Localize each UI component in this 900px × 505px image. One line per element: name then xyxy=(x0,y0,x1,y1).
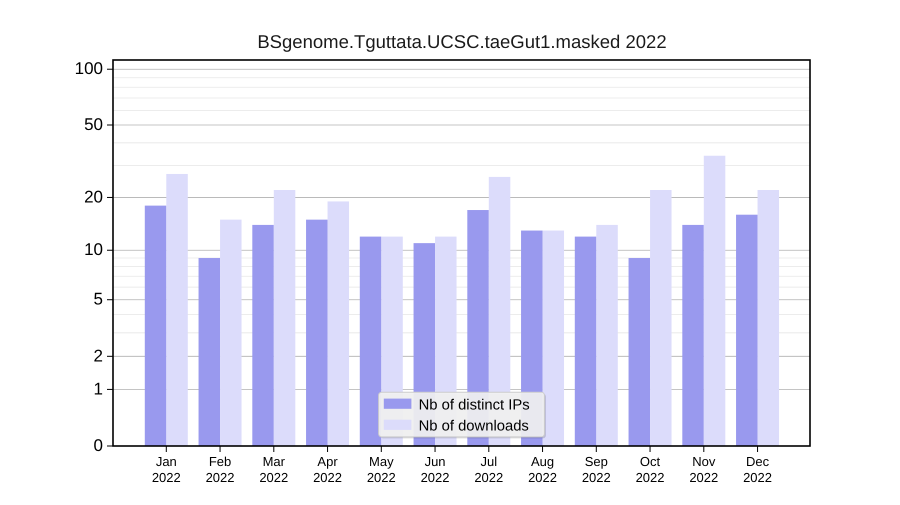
svg-text:100: 100 xyxy=(75,59,103,78)
svg-text:Jun: Jun xyxy=(425,454,446,469)
svg-text:Aug: Aug xyxy=(531,454,554,469)
svg-text:2022: 2022 xyxy=(421,470,450,485)
svg-text:Nb of distinct IPs: Nb of distinct IPs xyxy=(419,398,530,414)
svg-text:2022: 2022 xyxy=(474,470,503,485)
svg-text:20: 20 xyxy=(84,187,103,206)
svg-text:Jan: Jan xyxy=(156,454,177,469)
svg-text:0: 0 xyxy=(94,436,103,455)
svg-text:Nov: Nov xyxy=(692,454,716,469)
svg-text:2022: 2022 xyxy=(689,470,718,485)
svg-text:2022: 2022 xyxy=(313,470,342,485)
svg-text:10: 10 xyxy=(84,240,103,259)
svg-text:2022: 2022 xyxy=(743,470,772,485)
svg-text:Feb: Feb xyxy=(209,454,231,469)
svg-text:Jul: Jul xyxy=(480,454,497,469)
svg-text:2022: 2022 xyxy=(259,470,288,485)
svg-text:5: 5 xyxy=(94,290,103,309)
svg-text:2022: 2022 xyxy=(582,470,611,485)
svg-text:Apr: Apr xyxy=(317,454,338,469)
svg-text:May: May xyxy=(369,454,394,469)
svg-text:50: 50 xyxy=(84,115,103,134)
svg-text:2022: 2022 xyxy=(206,470,235,485)
svg-text:BSgenome.Tguttata.UCSC.taeGut1: BSgenome.Tguttata.UCSC.taeGut1.masked 20… xyxy=(257,31,666,52)
svg-text:Sep: Sep xyxy=(585,454,608,469)
svg-text:2022: 2022 xyxy=(636,470,665,485)
svg-text:2022: 2022 xyxy=(528,470,557,485)
svg-text:Nb of downloads: Nb of downloads xyxy=(419,419,529,435)
svg-text:2: 2 xyxy=(94,346,103,365)
svg-text:2022: 2022 xyxy=(152,470,181,485)
svg-text:1: 1 xyxy=(94,379,103,398)
svg-text:Mar: Mar xyxy=(263,454,286,469)
svg-text:Dec: Dec xyxy=(746,454,770,469)
svg-text:2022: 2022 xyxy=(367,470,396,485)
svg-text:Oct: Oct xyxy=(640,454,661,469)
